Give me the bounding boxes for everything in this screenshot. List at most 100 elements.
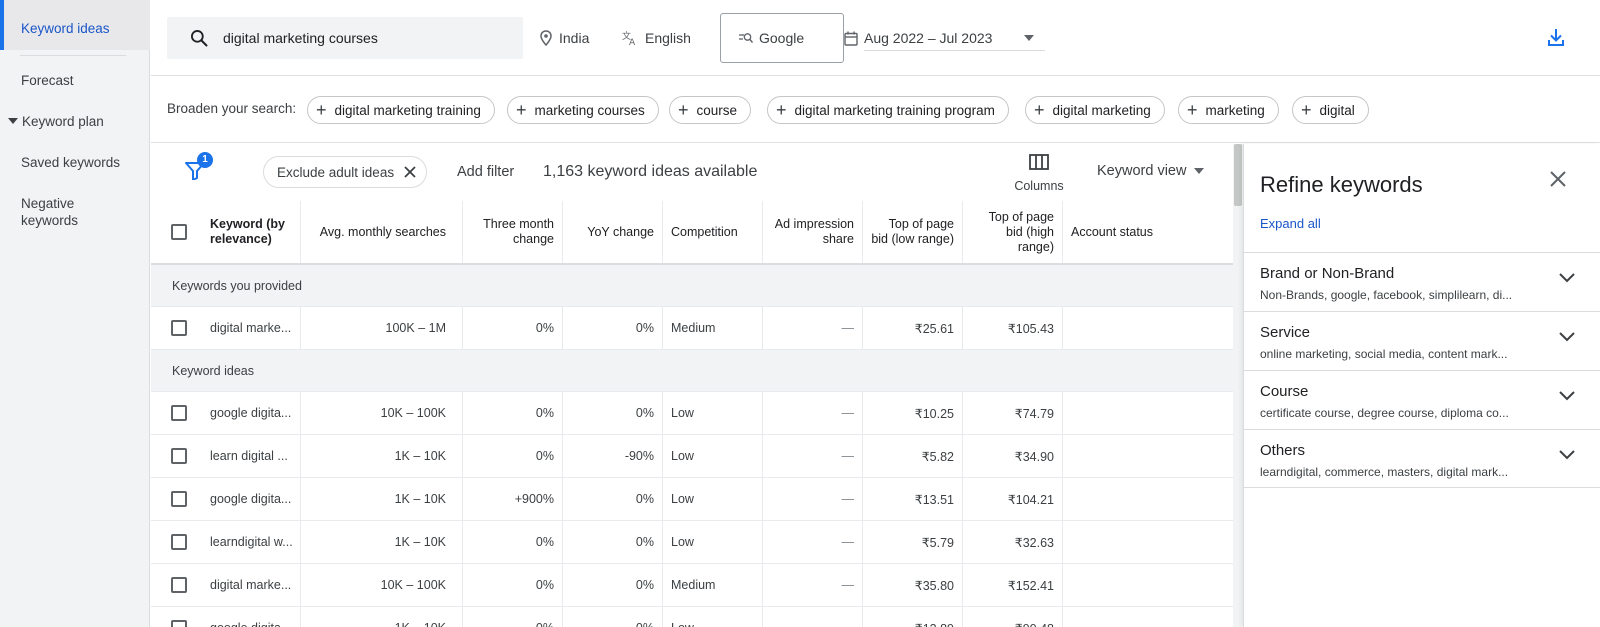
location-label: India <box>559 30 590 46</box>
sidebar-item-negative-keywords[interactable]: Negative keywords <box>21 196 79 228</box>
section-label: Keyword ideas <box>172 364 254 378</box>
cell-status <box>1063 307 1233 349</box>
cell-status <box>1063 478 1233 520</box>
download-button[interactable] <box>1546 27 1566 50</box>
close-icon[interactable] <box>1549 170 1567 191</box>
network-selector[interactable]: Google <box>720 13 844 63</box>
refine-group-summary: certificate course, degree course, diplo… <box>1260 406 1509 420</box>
cell-three-month: 0% <box>463 607 563 627</box>
language-label: English <box>645 30 691 46</box>
plus-icon: + <box>1301 100 1312 120</box>
cell-yoy: 0% <box>563 307 663 349</box>
header-account-status[interactable]: Account status <box>1071 224 1153 239</box>
header-bid-low[interactable]: Top of page bid (low range) <box>863 201 963 263</box>
broaden-label: Broaden your search: <box>167 101 297 116</box>
row-checkbox[interactable] <box>170 534 187 550</box>
row-checkbox[interactable] <box>170 405 187 421</box>
header-competition[interactable]: Competition <box>663 201 763 263</box>
row-checkbox[interactable] <box>170 620 187 627</box>
refine-keywords-panel: Refine keywords Expand all Brand or Non-… <box>1243 144 1600 627</box>
row-checkbox-cell[interactable] <box>151 607 206 627</box>
exclude-adult-chip[interactable]: Exclude adult ideas <box>263 156 428 188</box>
cell-bid-low: ₹5.79 <box>863 521 963 563</box>
cell-bid-high: ₹34.90 <box>963 435 1063 477</box>
cell-keyword: google digita... <box>206 607 301 627</box>
refine-group-others[interactable]: Others learndigital, commerce, masters, … <box>1244 429 1600 488</box>
table-row: learn digital ... 1K – 10K 0% -90% Low —… <box>151 435 1233 478</box>
calendar-icon <box>844 31 858 46</box>
table-header-row: Keyword (by relevance) Avg. monthly sear… <box>151 201 1233 265</box>
broaden-chip[interactable]: + course <box>669 96 752 124</box>
expand-all-link[interactable]: Expand all <box>1260 216 1321 231</box>
plus-icon: + <box>1187 100 1198 120</box>
cell-keyword: learn digital ... <box>206 435 301 477</box>
columns-button[interactable]: Columns <box>1009 154 1069 193</box>
refine-group-course[interactable]: Course certificate course, degree course… <box>1244 370 1600 429</box>
section-row: Keyword ideas <box>151 350 1233 392</box>
plus-icon: + <box>678 100 689 120</box>
row-checkbox-cell[interactable] <box>151 564 206 606</box>
table-scrollbar[interactable] <box>1233 144 1243 627</box>
row-checkbox[interactable] <box>170 448 187 464</box>
header-bid-high[interactable]: Top of page bid (high range) <box>963 201 1063 263</box>
row-checkbox-cell[interactable] <box>151 478 206 520</box>
nav-divider <box>20 55 126 56</box>
sidebar-item-label: Keyword plan <box>22 114 104 129</box>
broaden-chip[interactable]: + digital marketing training <box>307 96 495 124</box>
translate-icon: 文A <box>622 30 636 46</box>
refine-group-service[interactable]: Service online marketing, social media, … <box>1244 311 1600 370</box>
refine-group-summary: learndigital, commerce, masters, digital… <box>1260 465 1509 479</box>
broaden-chip[interactable]: + marketing <box>1178 96 1279 124</box>
refine-title: Refine keywords <box>1260 172 1423 197</box>
header-avg-monthly-searches[interactable]: Avg. monthly searches <box>301 201 463 263</box>
sidebar-item-forecast[interactable]: Forecast <box>21 73 74 88</box>
broaden-chip[interactable]: + digital marketing training program <box>767 96 1009 124</box>
row-checkbox[interactable] <box>170 491 187 507</box>
refine-group-brand[interactable]: Brand or Non-Brand Non-Brands, google, f… <box>1244 252 1600 311</box>
broaden-chip[interactable]: + digital <box>1292 96 1369 124</box>
date-range-selector[interactable]: Aug 2022 – Jul 2023 <box>844 30 1045 51</box>
search-input[interactable]: digital marketing courses <box>167 17 523 59</box>
add-filter-button[interactable]: Add filter <box>457 164 515 180</box>
keyword-view-dropdown[interactable]: Keyword view <box>1097 163 1205 179</box>
cell-yoy: -90% <box>563 435 663 477</box>
cell-competition: Low <box>663 435 763 477</box>
row-checkbox-cell[interactable] <box>151 392 206 434</box>
location-selector[interactable]: India <box>540 30 589 46</box>
cell-impression: — <box>763 607 863 627</box>
cell-keyword: learndigital w... <box>206 521 301 563</box>
broaden-chip[interactable]: + digital marketing <box>1025 96 1165 124</box>
broaden-search-bar: Broaden your search: + digital marketing … <box>151 77 1600 143</box>
row-checkbox-cell[interactable] <box>151 435 206 477</box>
header-ad-impression-share[interactable]: Ad impression share <box>763 201 863 263</box>
sidebar-item-keyword-plan[interactable]: Keyword plan <box>0 113 150 130</box>
cell-avg: 100K – 1M <box>301 307 463 349</box>
select-all-checkbox-cell[interactable] <box>151 201 206 263</box>
scrollbar-thumb[interactable] <box>1234 144 1242 206</box>
cell-three-month: 0% <box>463 564 563 606</box>
chip-label: course <box>696 102 738 118</box>
svg-text:A: A <box>629 38 636 46</box>
plus-icon: + <box>1034 100 1045 120</box>
cell-competition: Low <box>663 607 763 627</box>
row-checkbox[interactable] <box>170 577 187 593</box>
sidebar-item-keyword-ideas[interactable]: Keyword ideas <box>0 0 150 50</box>
header-three-month-change[interactable]: Three month change <box>463 201 563 263</box>
header-yoy-change[interactable]: YoY change <box>563 201 663 263</box>
sidebar-item-saved-keywords[interactable]: Saved keywords <box>21 155 121 170</box>
row-checkbox-cell[interactable] <box>151 307 206 349</box>
broaden-chip[interactable]: + marketing courses <box>507 96 659 124</box>
close-icon[interactable] <box>404 166 416 178</box>
row-checkbox-cell[interactable] <box>151 521 206 563</box>
refine-group-title: Others <box>1260 442 1306 459</box>
select-all-checkbox[interactable] <box>170 224 187 240</box>
cell-yoy: 0% <box>563 392 663 434</box>
row-checkbox[interactable] <box>170 320 187 336</box>
table-row: google digita... 1K – 10K +900% 0% Low —… <box>151 478 1233 521</box>
header-keyword[interactable]: Keyword (by relevance) <box>206 201 301 263</box>
cell-impression: — <box>763 564 863 606</box>
chevron-down-icon <box>1559 332 1575 342</box>
dropdown-arrow-icon <box>1194 168 1205 174</box>
chip-label: marketing <box>1205 102 1265 118</box>
